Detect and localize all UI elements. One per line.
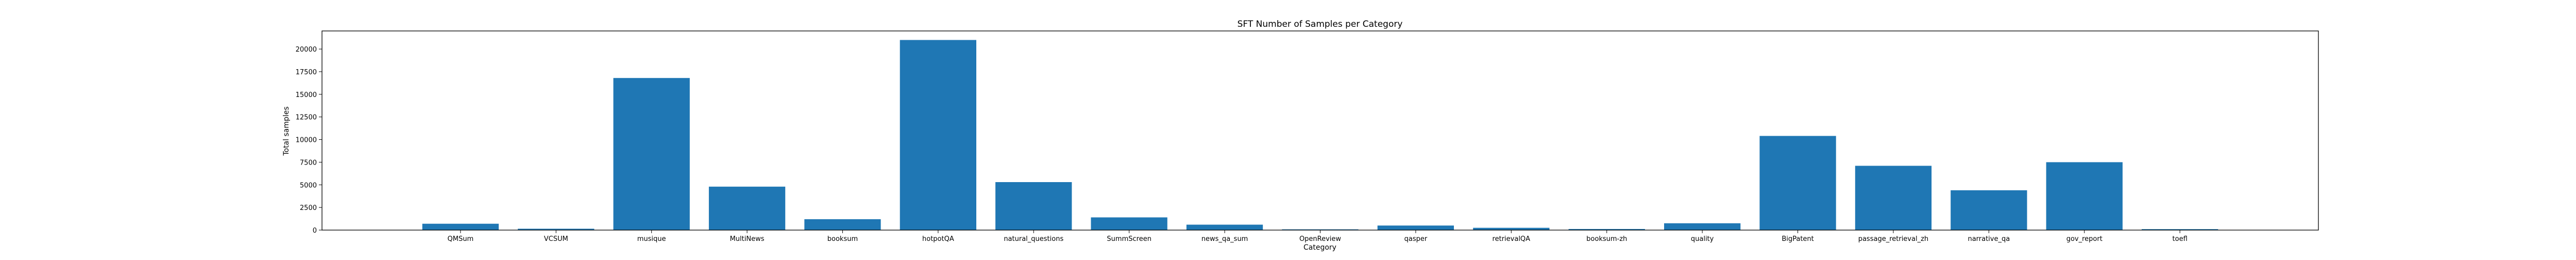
x-tick-label: BigPatent xyxy=(1782,235,1814,243)
x-tick-label: hotpotQA xyxy=(922,235,954,243)
x-tick-label: OpenReview xyxy=(1299,235,1341,243)
x-tick-label: musique xyxy=(637,235,666,243)
bar-news_qa_sum xyxy=(1186,224,1263,230)
bar-hotpotQA xyxy=(900,40,976,230)
bar-MultiNews xyxy=(708,186,786,230)
y-tick-label: 17500 xyxy=(296,69,317,76)
bar-toefl xyxy=(2142,229,2218,230)
bar-QMSum xyxy=(422,223,499,230)
bar-SummScreen xyxy=(1091,217,1167,230)
x-tick-label: gov_report xyxy=(2066,235,2103,243)
bar-quality xyxy=(1664,223,1741,230)
x-tick-label: booksum-zh xyxy=(1586,235,1627,243)
x-tick-label: QMSum xyxy=(448,235,474,243)
bar-retrievalQA xyxy=(1473,228,1550,230)
x-tick-label: retrievalQA xyxy=(1493,235,1531,243)
bar-narrative_qa xyxy=(1951,190,2027,230)
y-tick-label: 20000 xyxy=(296,46,317,54)
bar-musique xyxy=(613,78,690,230)
x-tick-label: toefl xyxy=(2173,235,2188,243)
bar-VCSUM xyxy=(518,229,595,230)
y-tick-label: 7500 xyxy=(300,159,317,167)
bar-BigPatent xyxy=(1759,136,1836,230)
x-tick-label: quality xyxy=(1691,235,1714,243)
x-tick-label: SummScreen xyxy=(1107,235,1151,243)
x-tick-label: qasper xyxy=(1404,235,1428,243)
bar-gov_report xyxy=(2046,162,2123,230)
plot-area-frame xyxy=(321,30,2319,231)
x-tick-label: natural_questions xyxy=(1004,235,1063,243)
chart-title: SFT Number of Samples per Category xyxy=(1238,19,1403,29)
x-tick-label: news_qa_sum xyxy=(1201,235,1248,243)
x-tick-label: booksum xyxy=(827,235,858,243)
y-axis-label: Total samples xyxy=(282,106,291,156)
x-tick-label: MultiNews xyxy=(730,235,765,243)
y-tick-label: 12500 xyxy=(296,114,317,122)
bar-qasper xyxy=(1377,225,1454,230)
bar-passage_retrieval_zh xyxy=(1855,166,1932,230)
x-axis-label: Category xyxy=(1303,243,1336,252)
bar-booksum xyxy=(804,219,881,230)
y-tick-label: 5000 xyxy=(300,182,317,189)
ticks-layer: QMSum VCSUM musique MultiNews booksum hotpotQ… xyxy=(296,46,2188,243)
y-tick-label: 0 xyxy=(313,227,317,235)
bars-layer xyxy=(422,40,2218,230)
y-tick-label: 15000 xyxy=(296,91,317,99)
bar-natural_questions xyxy=(995,182,1072,230)
bar-booksum-zh xyxy=(1568,229,1645,230)
x-tick-label: passage_retrieval_zh xyxy=(1858,235,1928,243)
x-tick-label: narrative_qa xyxy=(1968,235,2010,243)
y-tick-label: 2500 xyxy=(300,204,317,212)
y-tick-label: 10000 xyxy=(296,137,317,144)
x-tick-label: VCSUM xyxy=(544,235,568,243)
